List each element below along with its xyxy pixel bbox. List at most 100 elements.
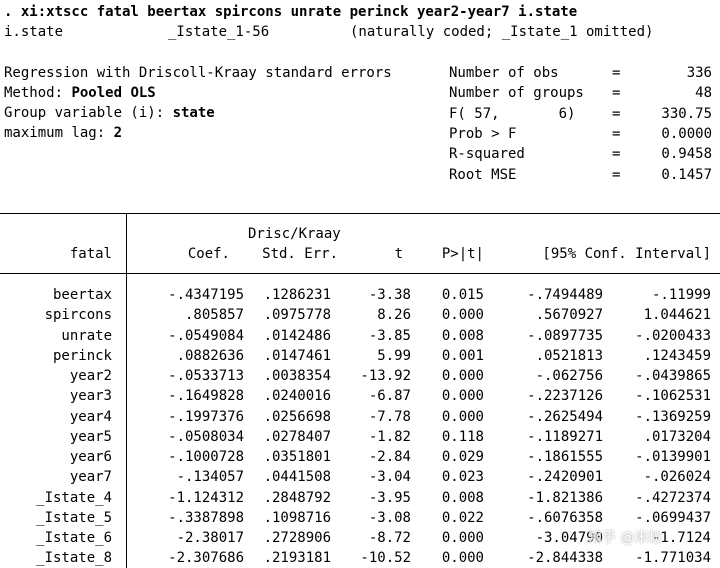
coef-value: .805857	[184, 307, 244, 324]
t-value: -3.04	[368, 469, 411, 486]
t-value: -6.87	[368, 388, 411, 405]
var-name: _Istate_4	[36, 489, 112, 506]
stat-label: Number of obs	[449, 65, 559, 81]
conf-high: -.4272374	[635, 489, 711, 506]
var-name: year7	[69, 469, 112, 486]
t-value: -13.92	[360, 368, 411, 384]
p-value: 0.022	[441, 509, 484, 526]
p-value: 0.000	[441, 550, 484, 567]
lag-label: maximum lag:	[4, 125, 114, 141]
conf-low: -.7494489	[527, 287, 603, 303]
stderr-value: .0351801	[263, 449, 331, 465]
stderr-value: .2193181	[263, 550, 331, 567]
t-value: -1.82	[368, 428, 411, 445]
conf-high: -.0699437	[635, 509, 711, 526]
var-name: _Istate_5	[36, 509, 112, 526]
conf-low: -.1189271	[527, 428, 603, 445]
coef-value: -.4347195	[168, 287, 244, 303]
header-stderr: Std. Err.	[262, 246, 338, 262]
stat-equals: =	[612, 125, 621, 142]
expand-note: (naturally coded; _Istate_1 omitted)	[350, 24, 654, 40]
conf-high: .1243459	[643, 347, 711, 364]
t-value: -2.84	[368, 449, 411, 465]
stat-label: Number of groups	[449, 85, 584, 102]
stderr-value: .0975778	[263, 307, 331, 324]
coef-value: -2.307686	[168, 550, 244, 567]
p-value: 0.000	[441, 307, 484, 324]
stat-value: 0.1457	[661, 166, 712, 183]
var-name: year6	[69, 449, 112, 465]
stderr-value: .0278407	[263, 428, 331, 445]
table-top-rule	[0, 213, 720, 214]
stat-value: 0.0000	[661, 125, 712, 142]
p-value: 0.000	[441, 388, 484, 405]
conf-high: -.1062531	[635, 388, 711, 405]
coef-value: -.3387898	[168, 509, 244, 526]
conf-low: .5670927	[535, 307, 603, 324]
conf-high: -.0439865	[635, 368, 711, 384]
table-column-divider	[126, 213, 127, 568]
t-value: -3.85	[368, 327, 411, 344]
stat-equals: =	[612, 105, 621, 122]
p-value: 0.118	[441, 428, 484, 445]
coef-value: -.1997376	[168, 408, 244, 425]
stat-label: F( 57, 6)	[449, 105, 576, 122]
method-value: Pooled OLS	[71, 85, 156, 101]
coef-value: -.0508034	[168, 428, 244, 445]
p-value: 0.008	[441, 489, 484, 506]
conf-high: -.0139901	[635, 449, 711, 465]
stat-equals: =	[612, 65, 621, 81]
method-label: Method:	[4, 85, 72, 101]
p-value: 0.029	[441, 449, 484, 465]
coef-value: -1.124312	[168, 489, 244, 506]
p-value: 0.000	[441, 368, 484, 384]
conf-high: -1.7124	[651, 530, 711, 546]
group-label: Group variable (i):	[4, 105, 173, 121]
stderr-value: .0038354	[263, 368, 331, 384]
group-value: state	[172, 105, 215, 121]
command-line: . xi:xtscc fatal beertax spircons unrate…	[4, 4, 578, 20]
header-drisc-kraay: Drisc/Kraay	[248, 226, 341, 242]
p-value: 0.000	[441, 408, 484, 425]
conf-low: -.1861555	[527, 449, 603, 465]
stderr-value: .0256698	[263, 408, 331, 425]
expand-var: i.state	[4, 24, 64, 40]
stat-label: Prob > F	[449, 125, 517, 142]
coef-value: -.1000728	[168, 449, 244, 465]
watermark-text: 知乎 @米粒	[588, 530, 663, 546]
conf-high: -.026024	[643, 469, 711, 486]
stat-equals: =	[612, 85, 621, 102]
var-name: _Istate_8	[36, 550, 112, 567]
header-t: t	[394, 246, 403, 262]
stat-value: 48	[695, 85, 712, 102]
t-value: 8.26	[377, 307, 411, 324]
coef-value: -.0533713	[168, 368, 244, 384]
header-p: P>|t|	[441, 246, 484, 262]
coef-value: -.0549084	[168, 327, 244, 344]
conf-low: -2.844338	[527, 550, 603, 567]
expand-range: _Istate_1-56	[168, 24, 270, 40]
stat-equals: =	[612, 166, 621, 183]
stderr-value: .1098716	[263, 509, 331, 526]
header-conf-interval: [95% Conf. Interval]	[542, 246, 711, 262]
var-name: spircons	[44, 307, 112, 324]
t-value: -3.08	[368, 509, 411, 526]
conf-high: 1.044621	[643, 307, 711, 324]
regression-title: Regression with Driscoll-Kraay standard …	[4, 65, 392, 81]
coef-value: -2.38017	[176, 530, 244, 546]
t-value: 5.99	[377, 347, 411, 364]
var-name: perinck	[52, 347, 112, 364]
stderr-value: .0147461	[263, 347, 331, 364]
stderr-value: .1286231	[263, 287, 331, 303]
conf-high: -.1369259	[635, 408, 711, 425]
var-name: year3	[69, 388, 112, 405]
t-value: -3.38	[368, 287, 411, 303]
var-name: year4	[69, 408, 112, 425]
conf-low: -.2625494	[527, 408, 603, 425]
t-value: -8.72	[368, 530, 411, 546]
conf-low: -.6076358	[527, 509, 603, 526]
conf-low: -.0897735	[527, 327, 603, 344]
p-value: 0.015	[441, 287, 484, 303]
header-depvar: fatal	[69, 246, 112, 262]
p-value: 0.000	[441, 530, 484, 546]
